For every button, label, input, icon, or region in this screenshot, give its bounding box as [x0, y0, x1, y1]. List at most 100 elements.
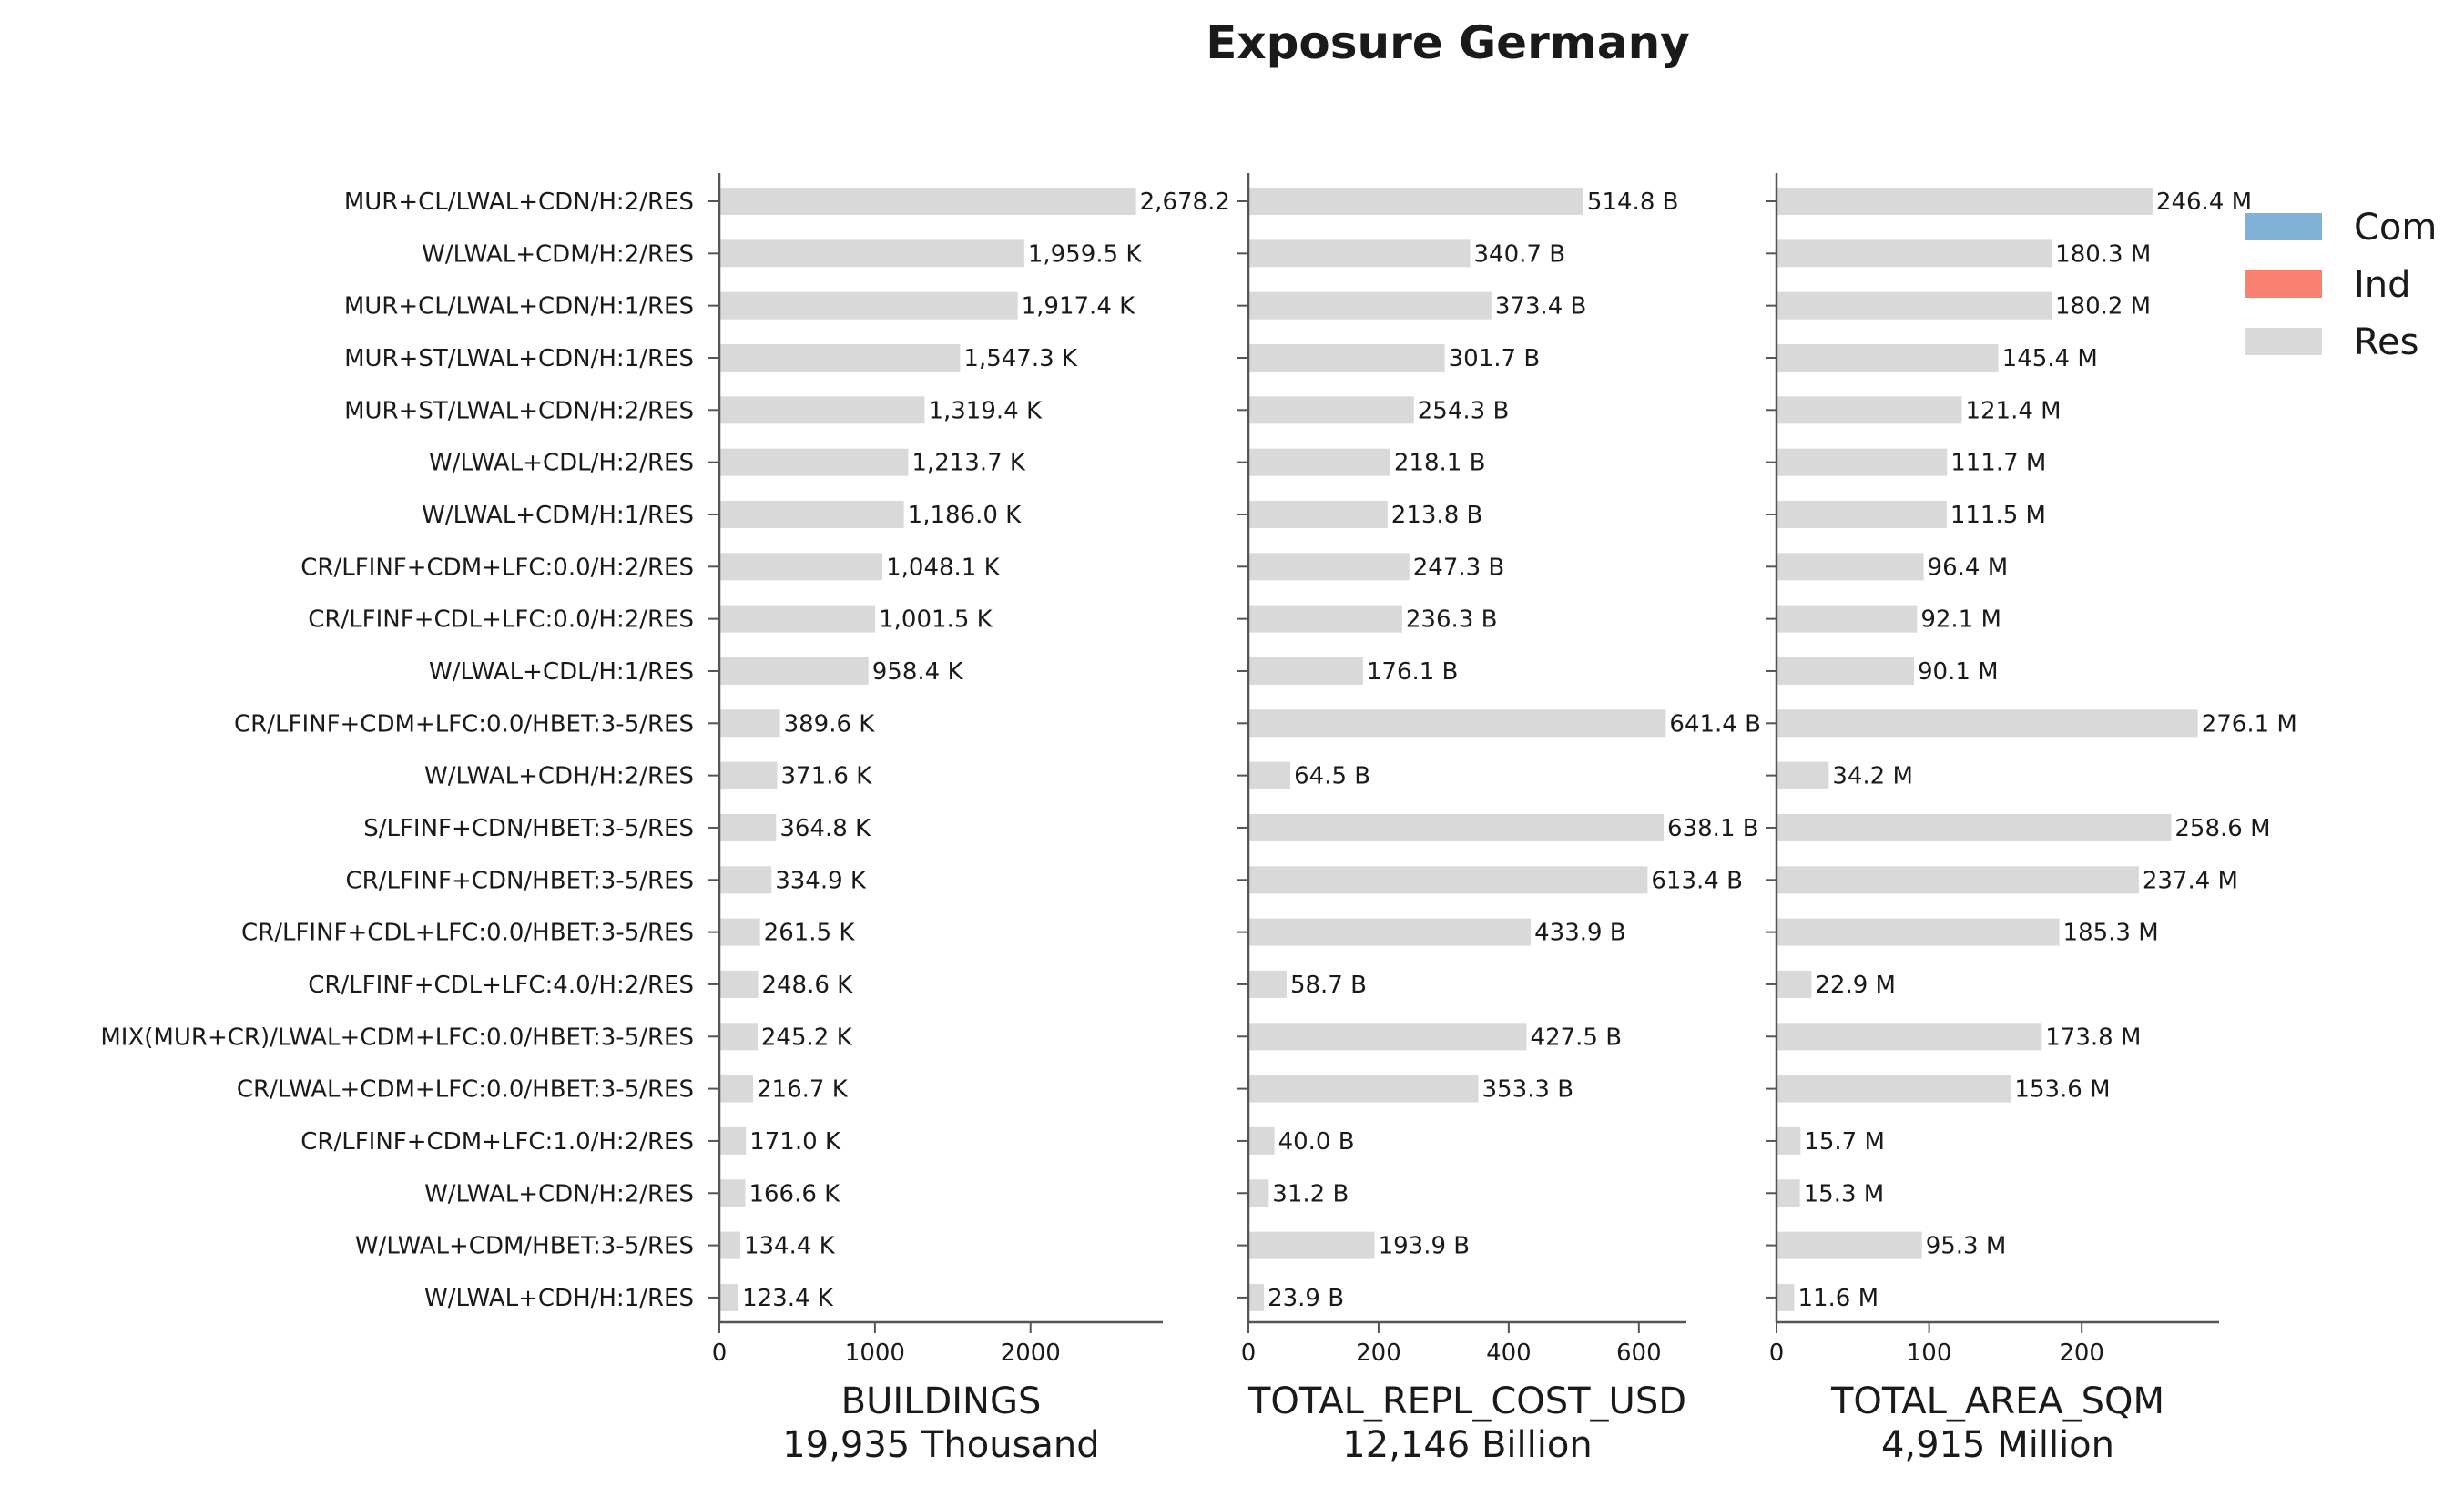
- value-label: 1,917.4 K: [1022, 293, 1136, 321]
- category-label: MUR+CL/LWAL+CDN/H:2/RES: [344, 188, 694, 216]
- bar: [1248, 1179, 1269, 1207]
- bar: [719, 448, 909, 476]
- bar: [719, 291, 1018, 320]
- legend-label: Com: [2354, 207, 2437, 249]
- legend-label: Res: [2354, 321, 2418, 363]
- bar: [719, 709, 780, 738]
- bar: [1248, 709, 1666, 738]
- bar: [1777, 657, 1914, 685]
- value-label: 371.6 K: [780, 763, 872, 790]
- bar: [1777, 239, 2052, 268]
- bar: [719, 605, 876, 633]
- value-label: 166.6 K: [748, 1180, 840, 1207]
- value-label: 23.9 B: [1268, 1285, 1344, 1312]
- bar: [1248, 291, 1492, 320]
- bar: [1248, 1075, 1479, 1103]
- value-label: 246.4 M: [2156, 188, 2252, 216]
- bar: [719, 761, 778, 789]
- value-label: 123.4 K: [742, 1285, 834, 1312]
- bar: [1777, 970, 1812, 998]
- value-label: 111.5 M: [1950, 502, 2046, 529]
- value-label: 121.4 M: [1965, 397, 2061, 424]
- category-label: MUR+ST/LWAL+CDN/H:2/RES: [344, 397, 694, 424]
- bar: [1777, 396, 1962, 424]
- bar: [1248, 343, 1445, 372]
- value-label: 261.5 K: [764, 920, 856, 947]
- bar: [719, 343, 961, 372]
- value-label: 171.0 K: [749, 1128, 841, 1156]
- value-label: 15.7 M: [1804, 1128, 1885, 1156]
- value-label: 237.4 M: [2143, 867, 2238, 894]
- bar: [1777, 1283, 1795, 1311]
- value-label: 1,213.7 K: [911, 450, 1026, 477]
- x-axis-title: TOTAL_REPL_COST_USD: [1247, 1380, 1686, 1422]
- bar: [1248, 553, 1410, 581]
- value-label: 11.6 M: [1797, 1285, 1879, 1312]
- value-label: 92.1 M: [1920, 606, 2001, 634]
- x-tick-label: 400: [1486, 1339, 1532, 1367]
- value-label: 301.7 B: [1449, 345, 1541, 372]
- bar: [1248, 657, 1363, 685]
- bar: [719, 657, 869, 685]
- value-label: 641.4 B: [1669, 710, 1761, 738]
- category-label: CR/LFINF+CDL+LFC:0.0/HBET:3-5/RES: [241, 920, 694, 947]
- value-label: 373.4 B: [1495, 293, 1587, 321]
- bar: [719, 239, 1024, 268]
- bar: [719, 500, 904, 528]
- value-label: 176.1 B: [1367, 658, 1459, 686]
- bar: [1777, 866, 2139, 894]
- value-label: 276.1 M: [2202, 710, 2297, 738]
- value-label: 245.2 K: [761, 1024, 853, 1051]
- value-label: 1,048.1 K: [886, 554, 1001, 581]
- category-label: MIX(MUR+CR)/LWAL+CDM+LFC:0.0/HBET:3-5/RE…: [100, 1024, 694, 1051]
- value-label: 90.1 M: [1918, 658, 1999, 686]
- bar: [719, 1023, 758, 1051]
- bar: [1777, 291, 2052, 320]
- category-label: CR/LFINF+CDM+LFC:0.0/H:2/RES: [300, 554, 694, 581]
- bar: [719, 1231, 740, 1259]
- bar: [719, 1126, 747, 1155]
- x-tick-label: 0: [1241, 1339, 1257, 1367]
- x-tick-label: 100: [1907, 1339, 1952, 1367]
- bar: [719, 1283, 739, 1311]
- panel-total-repl-cost-usd: 514.8 B 340.7 B 373.4 B 301.7 B 254.3 B 218.1…: [1237, 173, 1761, 1466]
- bar: [1248, 1231, 1375, 1259]
- value-label: 427.5 B: [1531, 1024, 1623, 1051]
- x-tick-label: 2000: [1001, 1339, 1061, 1367]
- bar: [1248, 396, 1414, 424]
- bar: [1248, 866, 1648, 894]
- value-label: 145.4 M: [2002, 345, 2098, 372]
- bar: [1777, 1179, 1800, 1207]
- value-label: 1,547.3 K: [963, 345, 1078, 372]
- value-label: 218.1 B: [1394, 450, 1486, 477]
- category-label: W/LWAL+CDH/H:1/RES: [424, 1285, 694, 1312]
- chart-panels: 2,678.2 1,959.5 K 1,917.4 K 1,547.3 K 1,319.…: [708, 173, 2297, 1466]
- x-axis-total: 12,146 Billion: [1342, 1424, 1592, 1466]
- value-label: 2,678.2: [1140, 188, 1230, 216]
- bar: [1248, 918, 1532, 946]
- legend-swatch: [2245, 270, 2322, 298]
- value-label: 247.3 B: [1413, 554, 1505, 581]
- category-label: CR/LFINF+CDL+LFC:4.0/H:2/RES: [308, 972, 694, 999]
- bar: [719, 1075, 754, 1103]
- bar: [1777, 918, 2060, 946]
- legend-label: Ind: [2354, 264, 2411, 306]
- value-label: 153.6 M: [2014, 1076, 2110, 1104]
- x-tick-label: 600: [1616, 1339, 1662, 1367]
- category-label: W/LWAL+CDM/H:1/RES: [422, 502, 694, 529]
- value-label: 34.2 M: [1832, 763, 1913, 790]
- bar: [1248, 1126, 1275, 1155]
- bar: [1248, 1023, 1527, 1051]
- x-tick-label: 0: [1769, 1339, 1785, 1367]
- category-label: W/LWAL+CDM/HBET:3-5/RES: [355, 1233, 694, 1260]
- x-tick-label: 1000: [845, 1339, 905, 1367]
- bar: [719, 553, 883, 581]
- value-label: 433.9 B: [1534, 920, 1626, 947]
- x-tick-label: 200: [2059, 1339, 2104, 1367]
- bar: [1248, 188, 1583, 215]
- value-label: 334.9 K: [775, 867, 867, 894]
- value-label: 254.3 B: [1418, 397, 1510, 424]
- bar: [1777, 1231, 1922, 1259]
- value-label: 613.4 B: [1651, 867, 1743, 894]
